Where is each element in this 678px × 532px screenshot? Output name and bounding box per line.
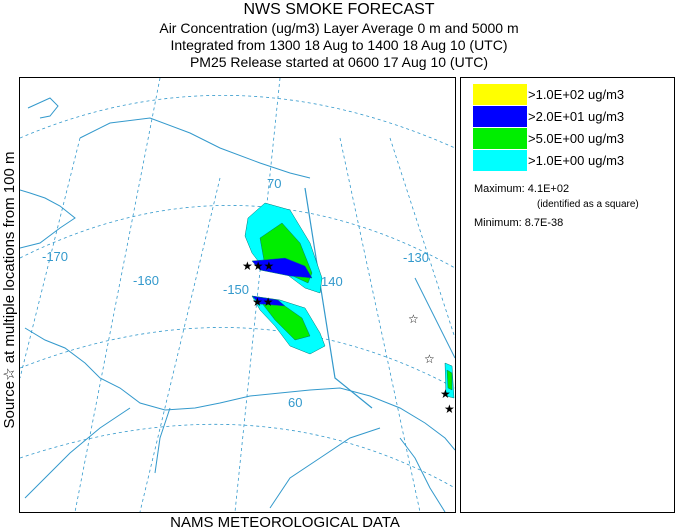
subtitle-release: PM25 Release started at 0600 17 Aug 10 (…: [189, 54, 489, 70]
grid-label-lon-160: -160: [133, 273, 160, 288]
legend-label-cyan: >1.0E+00 ug/m3: [528, 153, 625, 168]
subtitle-concentration: Air Concentration (ug/m3) Layer Average …: [159, 20, 519, 36]
legend-panel: >1.0E+02 ug/m3 >2.0E+01 ug/m3 >5.0E+00 u…: [460, 77, 675, 513]
coastlines: [20, 97, 455, 512]
map-canvas: ★★★ ★★ ☆ ☆ ★ ★: [20, 78, 455, 512]
legend-label-green: >5.0E+00 ug/m3: [528, 131, 625, 146]
subtitle-integration: Integrated from 1300 18 Aug to 1400 18 A…: [170, 37, 508, 53]
grid-label-lat-70: 70: [267, 176, 282, 191]
grid-label-lon-170: -170: [42, 249, 69, 264]
grid-label-lat-60: 60: [288, 395, 303, 410]
svg-text:☆: ☆: [408, 312, 419, 326]
smoke-plume-east: [444, 362, 455, 399]
svg-text:★: ★: [444, 402, 455, 416]
smoke-plume-north: [244, 202, 323, 294]
legend-minimum: Minimum: 8.7E-38: [474, 217, 564, 229]
source-side-label: Source☆ at multiple locations from 100 m: [1, 151, 18, 429]
svg-text:★: ★: [440, 387, 451, 401]
svg-text:★★: ★★: [252, 295, 274, 309]
grid-label-lon-130: -130: [403, 250, 430, 265]
legend-maximum: Maximum: 4.1E+02: [474, 183, 570, 195]
legend-label-blue: >2.0E+01 ug/m3: [528, 109, 625, 124]
border-line: [304, 187, 373, 409]
smoke-plume-south: [251, 295, 326, 355]
legend-swatch-blue: [473, 106, 527, 127]
source-stars: ★★★ ★★ ☆ ☆ ★ ★: [242, 259, 455, 416]
map-panel: ★★★ ★★ ☆ ☆ ★ ★ -170 -160 -150 140 -130 7…: [19, 77, 456, 513]
footer-label: NAMS METEOROLOGICAL DATA: [170, 514, 400, 531]
legend-label-yellow: >1.0E+02 ug/m3: [528, 87, 625, 102]
grid-label-lon-150: -150: [223, 282, 250, 297]
svg-text:★★★: ★★★: [242, 259, 274, 273]
grid-label-lon-140: 140: [321, 274, 343, 289]
legend-swatch-green: [473, 128, 527, 149]
svg-text:☆: ☆: [424, 352, 435, 366]
legend-swatch-cyan: [473, 150, 527, 171]
legend-maximum-note: (identified as a square): [537, 199, 639, 210]
legend-swatch-yellow: [473, 84, 527, 105]
graticule: [20, 78, 455, 512]
chart-title: NWS SMOKE FORECAST: [243, 1, 435, 18]
